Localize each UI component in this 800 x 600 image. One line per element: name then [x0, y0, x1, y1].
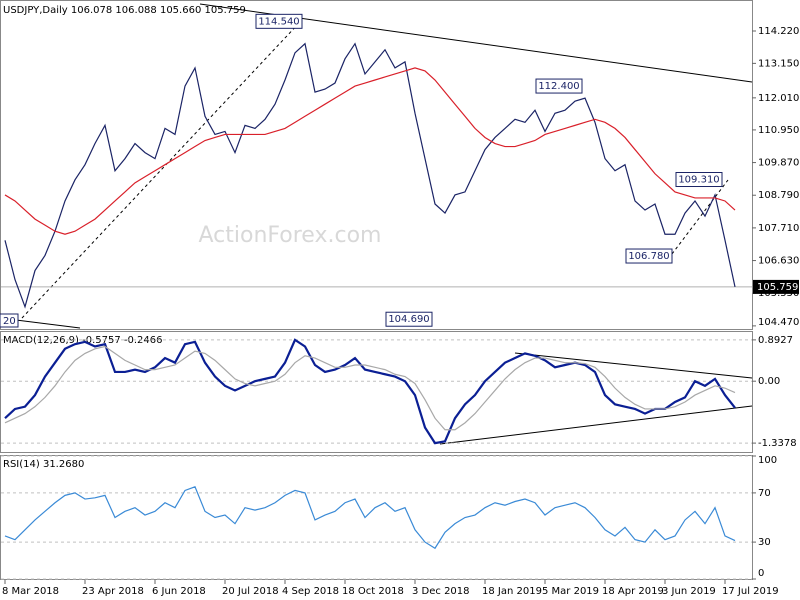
y-tick-label: 0.00: [758, 376, 780, 387]
x-tick-label: 5 Mar 2019: [542, 586, 599, 597]
x-tick-label: 4 Sep 2018: [282, 586, 339, 597]
trend-line: [514, 352, 753, 379]
x-tick-label: 3 Dec 2018: [412, 586, 470, 597]
trend-line: [21, 21, 301, 319]
rsi-title: RSI(14) 31.2680: [3, 459, 84, 470]
x-tick-label: 18 Jan 2019: [482, 586, 542, 597]
y-tick-label: 109.870: [758, 158, 799, 169]
x-tick-label: 3 Jun 2019: [662, 586, 716, 597]
annotation-label: 106.780: [628, 251, 669, 262]
annotation-box: [535, 78, 583, 94]
edge-annotation: 20: [3, 316, 16, 327]
y-tick-label: 30: [758, 537, 771, 548]
annotation-label: 112.400: [538, 81, 579, 92]
y-tick-label: 0.8927: [758, 335, 793, 346]
y-tick-label: 114.220: [758, 26, 799, 37]
watermark: ActionForex.com: [199, 223, 382, 248]
y-tick-label: 106.630: [758, 256, 799, 267]
series-line: [4, 485, 736, 550]
macd-title: MACD(12,26,9) -0.5757 -0.2466: [3, 335, 163, 346]
series-line: [4, 338, 736, 445]
edge-annotation-box: [0, 313, 19, 328]
series-line: [4, 42, 736, 309]
x-tick-label: 18 Apr 2019: [602, 586, 664, 597]
x-tick-label: 8 Mar 2018: [2, 586, 59, 597]
last-price-label: 105.759: [757, 282, 798, 293]
y-tick-label: 108.790: [758, 190, 799, 201]
annotation-box: [385, 311, 433, 327]
series-line: [4, 67, 736, 235]
annotation-box: [625, 248, 673, 264]
x-tick-label: 20 Jul 2018: [222, 586, 279, 597]
rsi-frame: [0, 455, 753, 580]
series-line: [4, 345, 736, 431]
price-frame: [0, 0, 753, 330]
y-tick-label: 70: [758, 488, 771, 499]
annotation-box: [675, 172, 723, 188]
y-tick-label: 112.010: [758, 93, 799, 104]
price-title: USDJPY,Daily 106.078 106.088 105.660 105…: [3, 5, 246, 16]
x-tick-label: 6 Jun 2018: [152, 586, 206, 597]
y-tick-label: 107.710: [758, 223, 799, 234]
y-tick-label: 0: [758, 568, 764, 579]
last-price-box: [753, 279, 799, 294]
trend-line: [439, 405, 753, 445]
y-tick-label: 104.470: [758, 317, 799, 328]
y-tick-label: 110.950: [758, 125, 799, 136]
y-tick-label: -1.3378: [758, 438, 797, 449]
x-tick-label: 17 Jul 2019: [722, 586, 779, 597]
x-tick-label: 23 Apr 2018: [82, 586, 144, 597]
x-tick-label: 18 Oct 2018: [342, 586, 404, 597]
annotation-label: 104.690: [388, 314, 429, 325]
annotation-label: 109.310: [678, 175, 719, 186]
macd-frame: [0, 331, 753, 453]
annotation-label: 114.540: [258, 16, 299, 27]
y-tick-label: 100: [758, 455, 777, 466]
annotation-box: [255, 13, 303, 29]
y-tick-label: 113.150: [758, 58, 799, 69]
